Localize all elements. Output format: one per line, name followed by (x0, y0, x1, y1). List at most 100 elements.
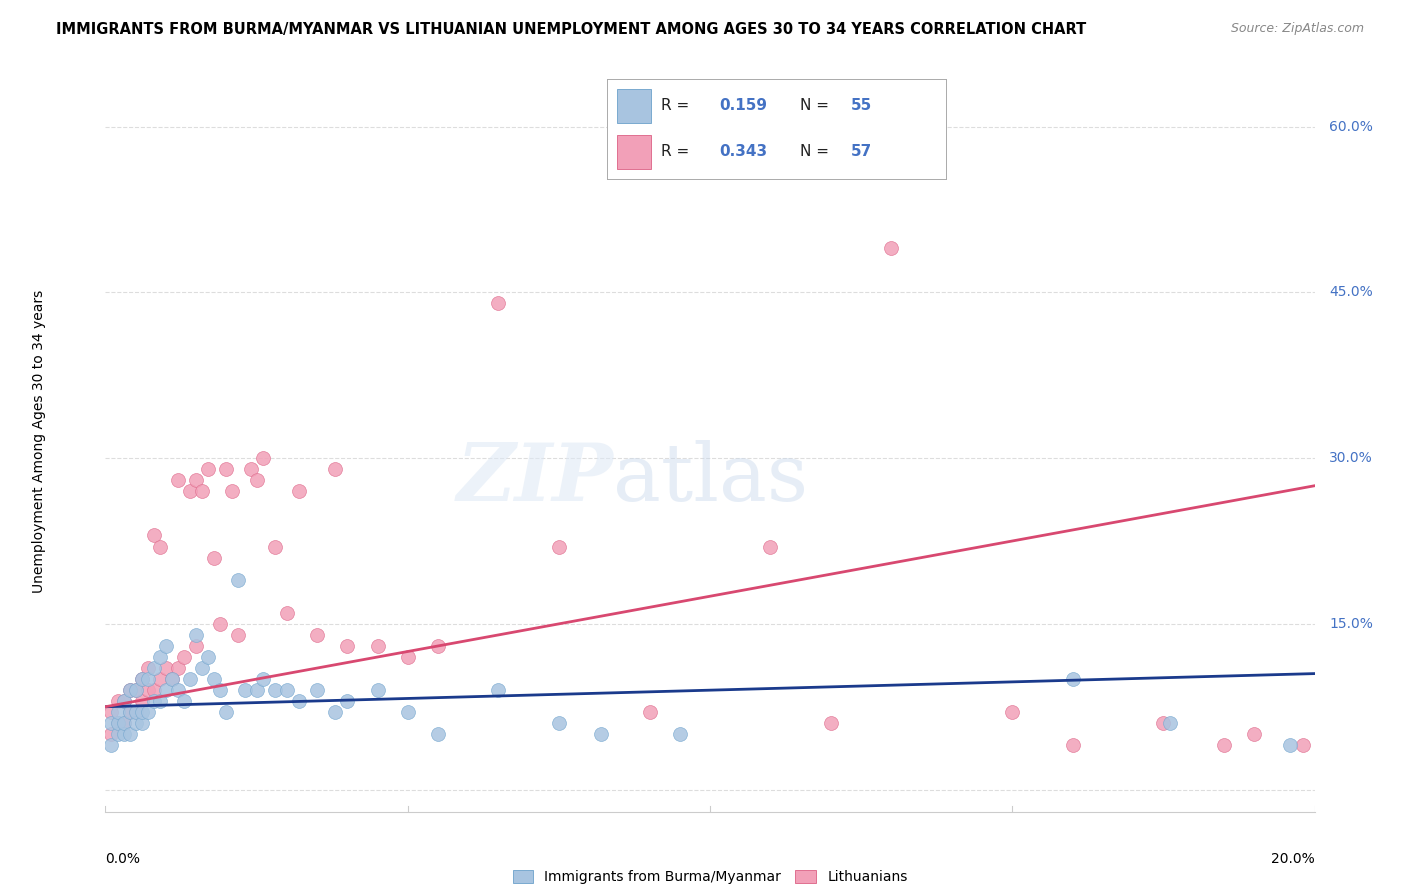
Point (209, 616, 232, 631)
Point (131, 706, 153, 720)
Text: 30.0%: 30.0% (1329, 451, 1372, 465)
Point (252, 451, 274, 466)
Text: ZIP: ZIP (457, 440, 613, 517)
Point (548, 716, 571, 731)
Point (221, 484, 243, 499)
Point (167, 661, 190, 675)
Point (228, 628, 250, 642)
Point (100, 716, 122, 731)
Point (167, 683, 190, 698)
Point (112, 727, 135, 741)
Point (118, 706, 141, 720)
Point (233, 683, 256, 698)
Point (124, 683, 148, 698)
Point (167, 473, 190, 487)
Point (173, 694, 195, 708)
Point (426, 727, 449, 741)
Point (276, 606, 298, 620)
Point (548, 540, 571, 554)
Point (149, 672, 172, 686)
Point (124, 706, 148, 720)
Point (307, 628, 329, 642)
Point (112, 716, 135, 731)
Point (880, 241, 903, 255)
Point (215, 462, 238, 476)
Text: 20.0%: 20.0% (1271, 853, 1315, 866)
Point (759, 540, 782, 554)
Point (118, 683, 141, 698)
Point (197, 650, 219, 665)
Point (100, 727, 122, 741)
Point (336, 694, 359, 708)
Point (1062, 672, 1084, 686)
Point (215, 706, 238, 720)
Point (107, 716, 129, 731)
Point (131, 694, 153, 708)
Point (323, 462, 346, 476)
Text: 60.0%: 60.0% (1329, 120, 1374, 134)
Point (307, 683, 329, 698)
Point (142, 528, 165, 542)
Point (155, 639, 177, 653)
Point (591, 727, 613, 741)
Point (202, 672, 225, 686)
Point (179, 672, 201, 686)
Point (107, 716, 129, 731)
Point (186, 639, 208, 653)
Point (186, 473, 208, 487)
Point (323, 706, 346, 720)
Point (124, 706, 148, 720)
Point (118, 727, 141, 741)
Point (112, 694, 135, 708)
Point (112, 716, 135, 731)
Point (136, 683, 159, 698)
Point (173, 650, 195, 665)
Point (1212, 739, 1236, 753)
Point (118, 683, 141, 698)
Point (396, 706, 419, 720)
Point (1291, 739, 1313, 753)
Point (288, 484, 311, 499)
Point (276, 683, 298, 698)
Point (131, 672, 153, 686)
Point (107, 706, 129, 720)
Legend: Immigrants from Burma/Myanmar, Lithuanians: Immigrants from Burma/Myanmar, Lithuania… (508, 865, 912, 890)
Point (100, 706, 122, 720)
Point (336, 639, 359, 653)
Point (186, 628, 208, 642)
Point (149, 650, 172, 665)
Point (202, 550, 225, 565)
Point (209, 683, 232, 698)
Text: Source: ZipAtlas.com: Source: ZipAtlas.com (1230, 22, 1364, 36)
Text: 0.0%: 0.0% (105, 853, 141, 866)
Point (245, 683, 267, 698)
Point (638, 706, 661, 720)
Point (131, 716, 153, 731)
Point (426, 639, 449, 653)
Point (107, 694, 129, 708)
Point (239, 462, 262, 476)
Point (160, 672, 183, 686)
Point (136, 706, 159, 720)
Point (197, 462, 219, 476)
Point (149, 540, 172, 554)
Text: atlas: atlas (613, 440, 808, 517)
Point (191, 484, 214, 499)
Point (100, 739, 122, 753)
Point (1243, 727, 1265, 741)
Point (1159, 716, 1181, 731)
Point (155, 661, 177, 675)
Point (1001, 706, 1024, 720)
Point (396, 650, 419, 665)
Point (263, 540, 285, 554)
Point (112, 694, 135, 708)
Point (486, 683, 509, 698)
Text: IMMIGRANTS FROM BURMA/MYANMAR VS LITHUANIAN UNEMPLOYMENT AMONG AGES 30 TO 34 YEA: IMMIGRANTS FROM BURMA/MYANMAR VS LITHUAN… (56, 22, 1087, 37)
Point (107, 727, 129, 741)
Point (124, 683, 148, 698)
Point (288, 694, 311, 708)
Point (820, 716, 842, 731)
Point (124, 716, 148, 731)
Point (131, 672, 153, 686)
Text: Unemployment Among Ages 30 to 34 years: Unemployment Among Ages 30 to 34 years (32, 290, 46, 593)
